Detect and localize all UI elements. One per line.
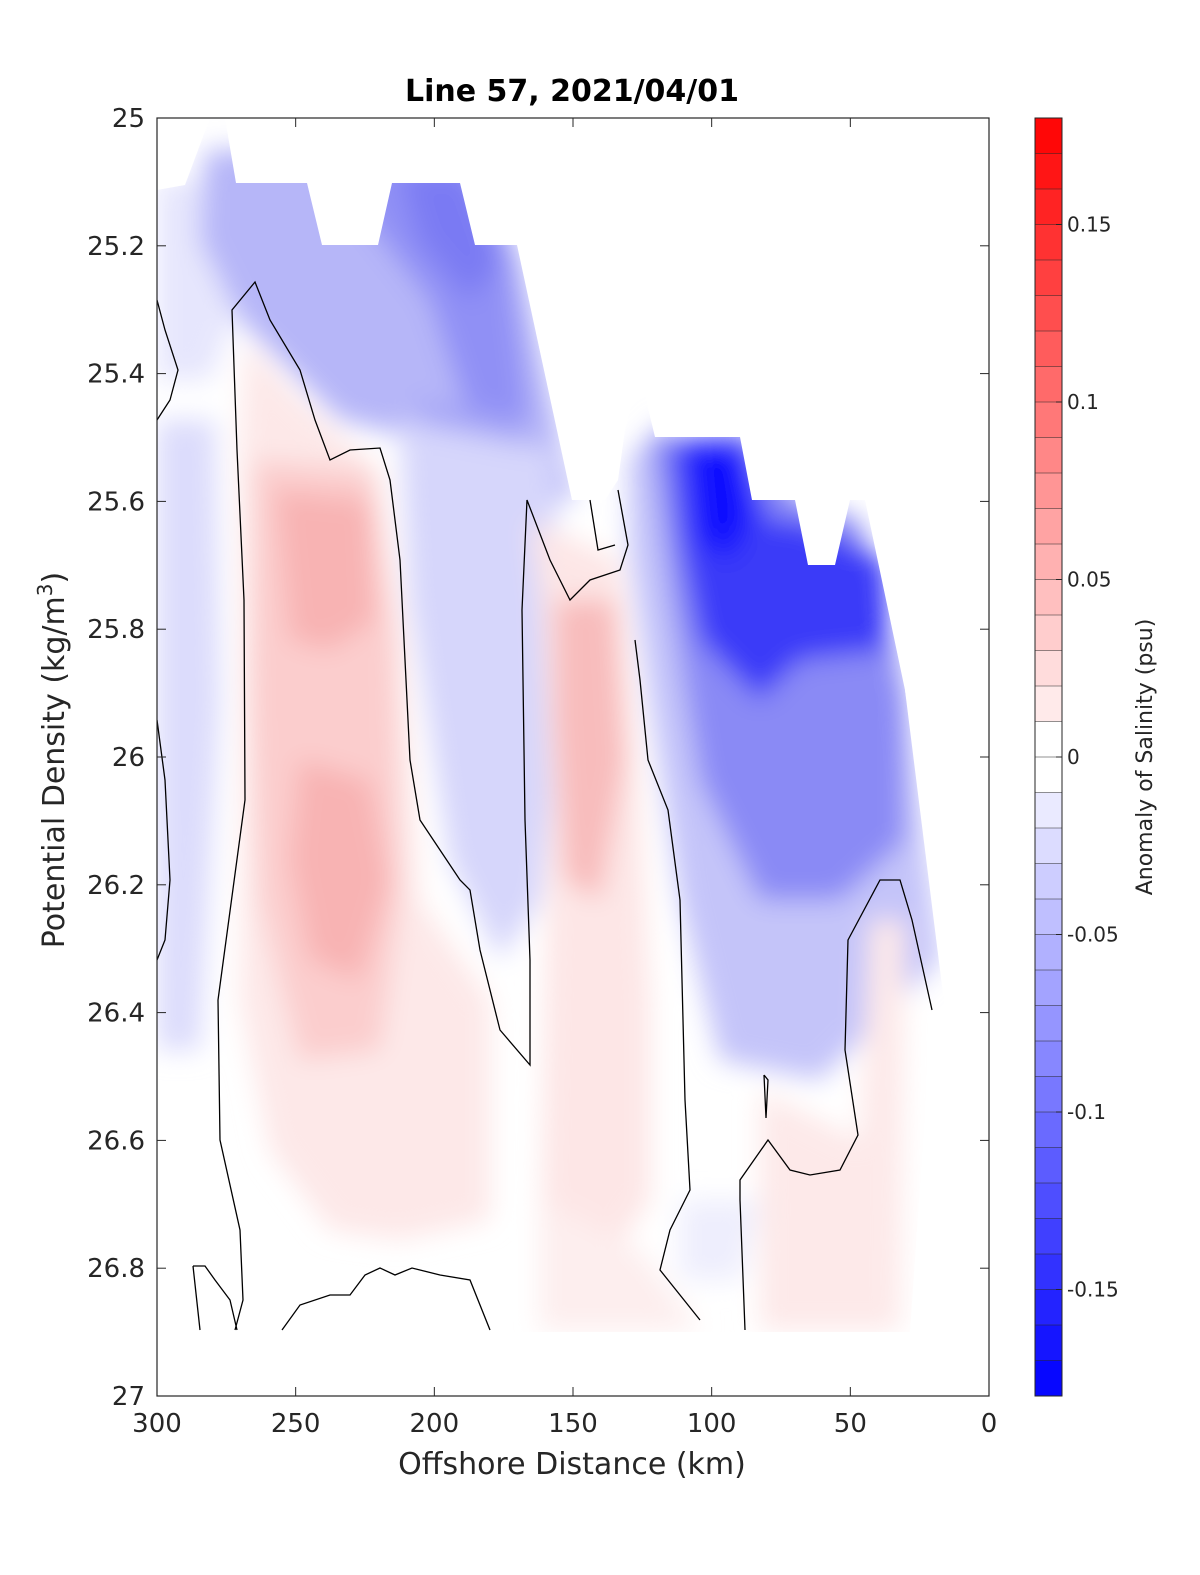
- colorbar-swatch: [1035, 224, 1062, 261]
- y-tick-label: 25.2: [87, 232, 145, 262]
- no-data-mask-surface: [225, 118, 989, 1396]
- zero-contour-nearshore-bottom: [739, 879, 933, 1331]
- y-tick-label: 26.4: [87, 999, 145, 1029]
- zero-contour-nearshore-spike: [763, 1074, 769, 1119]
- zero-contour-bottom-offshore: [192, 1265, 201, 1331]
- colorbar-swatch: [1035, 792, 1062, 829]
- salty-deep-bottom-patch: [540, 1200, 700, 1330]
- fresh-tongue-mid-halo-patch: [400, 420, 560, 960]
- colorbar-swatch: [1035, 615, 1062, 651]
- y-axis-title-main: Potential Density (kg/m: [37, 596, 72, 948]
- colorbar-swatch: [1035, 1289, 1062, 1326]
- x-tick-label: 250: [271, 1409, 321, 1439]
- colorbar-swatch: [1035, 1325, 1062, 1361]
- no-data-mask-bottom: [157, 1332, 989, 1396]
- colorbar-swatch: [1035, 1005, 1062, 1042]
- colorbar-swatch: [1035, 153, 1062, 190]
- salty-offshore-lower-core-patch: [290, 760, 390, 980]
- y-axis: 25 25.2 25.4 25.6 25.8 26 26.2 26.4 26.6 26.8 27: [87, 104, 989, 1412]
- salty-offshore-upper-core-patch: [275, 490, 375, 650]
- plot-area: [157, 118, 989, 1396]
- weak-fresh-deep-offshore-patch: [157, 420, 220, 1050]
- x-tick-label: 100: [687, 1409, 737, 1439]
- zero-contour-salty-mid: [634, 639, 701, 1321]
- colorbar-swatch: [1035, 650, 1062, 687]
- colorbar-swatch: [1035, 331, 1062, 367]
- colorbar-tick-label: 0.05: [1067, 568, 1112, 592]
- y-tick-label: 25.6: [87, 487, 145, 517]
- colorbar-swatch: [1035, 1112, 1062, 1148]
- colorbar-swatch: [1035, 1254, 1062, 1290]
- zero-contour-bottom-left: [193, 1265, 238, 1331]
- weak-fresh-bottom-patch: [680, 1200, 760, 1280]
- y-tick-label: 26.2: [87, 871, 145, 901]
- x-tick-label: 300: [132, 1409, 182, 1439]
- x-tick-label: 200: [410, 1409, 460, 1439]
- colorbar-title: Anomaly of Salinity (psu): [1133, 619, 1158, 896]
- no-data-mask-top: [157, 118, 210, 190]
- colorbar-tick-label: -0.1: [1067, 1100, 1106, 1124]
- colorbar-swatch: [1035, 473, 1062, 509]
- y-tick-label: 25.4: [87, 360, 145, 390]
- no-data-mask-nearshore: [905, 690, 989, 1332]
- y-tick-label: 27: [112, 1382, 145, 1412]
- colorbar-swatch: [1035, 1147, 1062, 1184]
- y-tick-label: 26: [112, 743, 145, 773]
- salty-mid-core-patch: [555, 600, 625, 900]
- colorbar-tick-label: 0.1: [1067, 390, 1099, 414]
- colorbar-swatch: [1035, 402, 1062, 438]
- colorbar-tick-label: -0.05: [1067, 923, 1119, 947]
- x-axis: 300 250 200 150 100 50 0: [132, 118, 997, 1439]
- chart-title: Line 57, 2021/04/01: [405, 74, 739, 109]
- colorbar-swatch: [1035, 295, 1062, 332]
- colorbar-swatch: [1035, 863, 1062, 900]
- y-tick-label: 25.8: [87, 615, 145, 645]
- zero-contours: [157, 280, 933, 1331]
- y-tick-label: 25: [112, 104, 145, 134]
- colorbar-swatch: [1035, 1041, 1062, 1077]
- colorbar-swatch: [1035, 934, 1062, 971]
- fresh-nearshore-peak-patch: [690, 440, 750, 560]
- colorbar-swatch: [1035, 260, 1062, 296]
- colorbar-swatch: [1035, 1183, 1062, 1219]
- colorbar-tick-label: 0: [1067, 745, 1080, 769]
- zero-contour-mid-tongue: [589, 499, 616, 551]
- anomaly-field: [157, 150, 940, 1330]
- colorbar-swatch: [1035, 1076, 1062, 1113]
- zero-contour-bottom-arc: [281, 1267, 491, 1331]
- colorbar-tick-label: 0.15: [1067, 213, 1112, 237]
- colorbar-swatch: [1035, 686, 1062, 722]
- colorbar-swatch: [1035, 579, 1062, 616]
- y-axis-title: Potential Density (kg/m3): [33, 572, 72, 948]
- colorbar-swatch: [1035, 437, 1062, 474]
- colorbar-swatch: [1035, 970, 1062, 1006]
- zero-contour-offshore-deep: [157, 719, 171, 961]
- colorbar-swatch: [1035, 899, 1062, 935]
- x-tick-label: 0: [981, 1409, 998, 1439]
- salty-nearshore-patch: [760, 920, 905, 1330]
- colorbar-swatch: [1035, 544, 1062, 580]
- colorbar-swatch: [1035, 757, 1062, 793]
- colorbar-ticks: 0.15 0.1 0.05 0 -0.05 -0.1 -0.15: [1056, 213, 1119, 1302]
- colorbar-tick-label: -0.15: [1067, 1278, 1119, 1302]
- x-tick-label: 150: [548, 1409, 598, 1439]
- colorbar-swatch: [1035, 721, 1062, 758]
- y-axis-title-superscript: 3: [33, 583, 57, 596]
- y-tick-label: 26.8: [87, 1254, 145, 1284]
- colorbar-swatch: [1035, 508, 1062, 545]
- zero-contour-offshore-left: [157, 299, 179, 421]
- y-tick-label: 26.6: [87, 1126, 145, 1156]
- colorbar-swatch: [1035, 1360, 1062, 1397]
- colorbar-swatch: [1035, 828, 1062, 864]
- colorbar-swatch: [1035, 118, 1062, 154]
- colorbar-swatch: [1035, 366, 1062, 403]
- colorbar: [1035, 117, 1062, 1397]
- colorbar-swatch: [1035, 189, 1062, 225]
- x-axis-title: Offshore Distance (km): [398, 1447, 746, 1482]
- colorbar-swatch: [1035, 1218, 1062, 1255]
- y-axis-title-close: ): [37, 572, 72, 584]
- x-tick-label: 50: [834, 1409, 867, 1439]
- zero-contour-salty-core-offshore: [217, 280, 629, 1331]
